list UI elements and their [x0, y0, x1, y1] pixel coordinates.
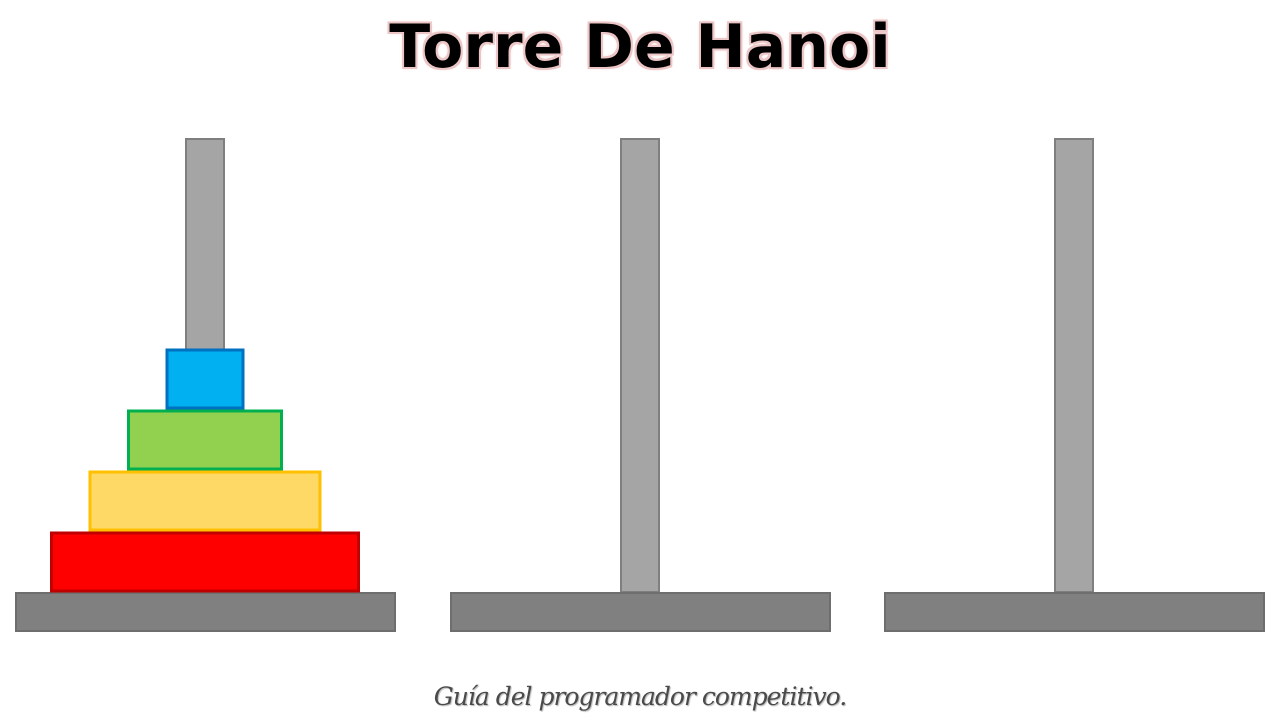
left-tower-disks: [50, 348, 360, 593]
middle-tower[interactable]: [450, 138, 831, 632]
left-tower[interactable]: [15, 138, 396, 632]
left-tower-disk-3[interactable]: [88, 470, 322, 532]
page-title: Torre De Hanoi: [389, 12, 891, 82]
left-tower-base: [15, 592, 396, 632]
middle-tower-post: [620, 138, 660, 593]
right-tower-post: [1054, 138, 1094, 593]
middle-tower-base: [450, 592, 831, 632]
left-tower-disk-1[interactable]: [165, 348, 245, 410]
left-tower-disk-4[interactable]: [50, 531, 360, 593]
left-tower-disk-2[interactable]: [127, 409, 283, 471]
right-tower[interactable]: [884, 138, 1265, 632]
right-tower-base: [884, 592, 1265, 632]
footer-caption: Guía del programador competitivo.: [433, 682, 847, 711]
